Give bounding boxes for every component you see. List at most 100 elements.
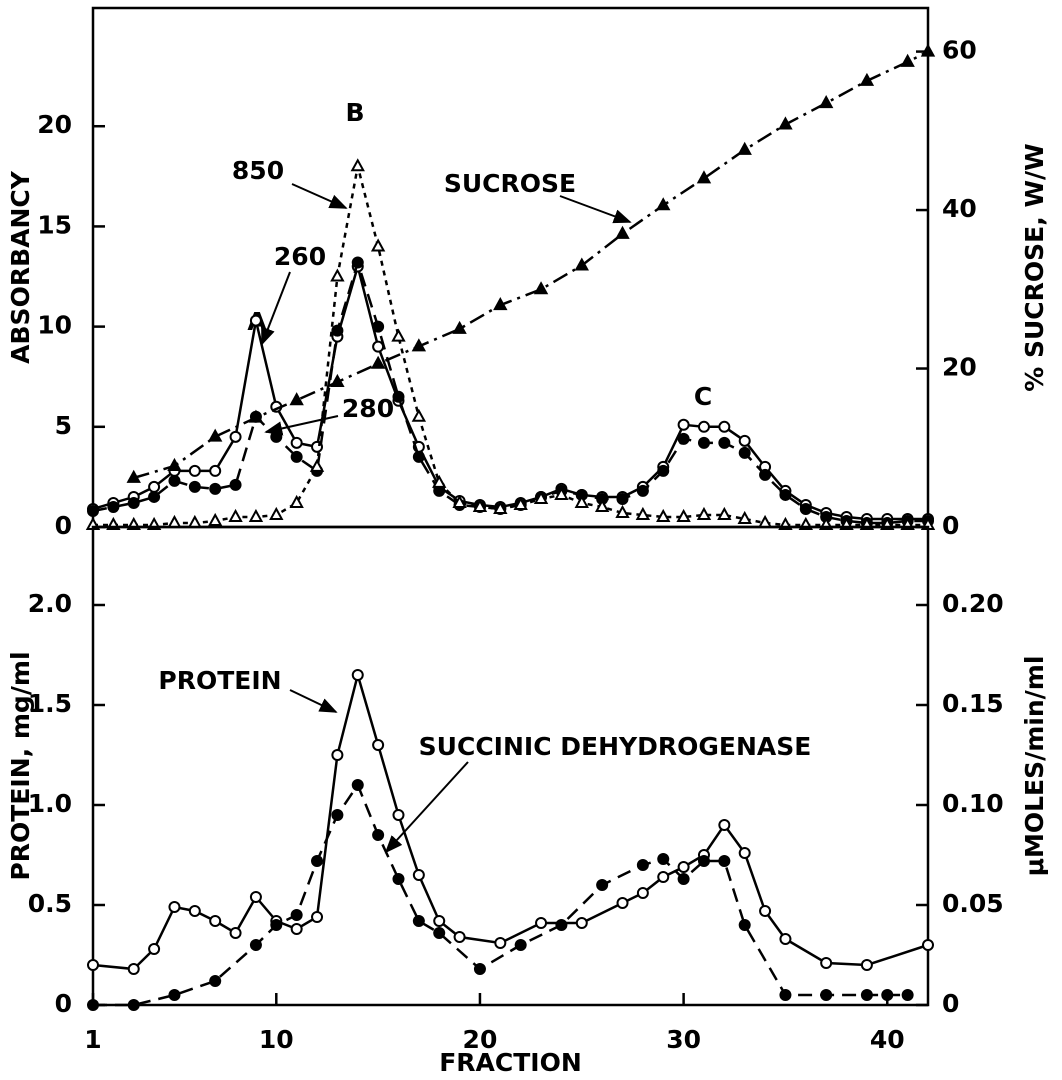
arrow (261, 271, 291, 346)
marker (148, 943, 161, 955)
marker (677, 418, 690, 431)
y-tick-label: 0 (55, 989, 72, 1018)
marker (738, 847, 751, 859)
marker (249, 939, 262, 951)
marker (554, 486, 569, 500)
marker (697, 420, 710, 433)
y2-tick-label: 0.20 (942, 589, 1004, 618)
marker (737, 141, 752, 155)
marker (533, 281, 549, 295)
x-tick-label: 1 (84, 1025, 101, 1054)
y-tick-label: 10 (37, 311, 72, 340)
marker (860, 989, 873, 1001)
marker (290, 923, 303, 935)
marker (411, 338, 427, 352)
marker (779, 933, 792, 945)
marker (513, 496, 528, 510)
marker (575, 917, 588, 929)
marker (615, 504, 630, 518)
marker (922, 939, 934, 951)
marker (208, 512, 223, 526)
marker (696, 170, 712, 184)
marker (820, 957, 833, 969)
marker (372, 739, 385, 751)
y-axis-title: PROTEIN, mg/ml (6, 651, 35, 880)
marker (209, 482, 222, 495)
y2-tick-label: 60 (942, 36, 977, 65)
marker (616, 897, 629, 909)
marker (392, 873, 405, 885)
marker (860, 959, 873, 971)
marker (881, 989, 894, 1001)
y2-tick-label: 40 (942, 194, 977, 223)
marker (350, 158, 365, 172)
marker (697, 855, 710, 867)
marker (635, 506, 651, 520)
marker (594, 498, 610, 512)
marker (331, 809, 344, 821)
arrows (261, 183, 632, 854)
y2-tick-label: 0.15 (942, 689, 1004, 718)
marker (229, 430, 242, 443)
marker (249, 314, 262, 327)
marker (229, 478, 242, 491)
marker (636, 887, 649, 899)
y-tick-label: 0 (55, 511, 72, 540)
marker (657, 853, 670, 865)
marker (656, 508, 671, 522)
marker (370, 238, 386, 252)
series-label: PROTEIN (158, 666, 281, 695)
marker (657, 871, 670, 883)
marker (514, 939, 527, 951)
marker (187, 514, 203, 528)
marker (351, 256, 364, 269)
marker (229, 927, 242, 939)
series-line (133, 50, 929, 480)
plot-frame (91, 525, 930, 1007)
y2-tick-label: 0 (942, 989, 959, 1018)
marker (289, 494, 304, 508)
marker (290, 450, 303, 463)
marker (391, 328, 406, 342)
marker (900, 53, 915, 67)
marker (696, 506, 712, 520)
marker (779, 488, 792, 501)
marker (432, 474, 447, 488)
x-tick-label: 20 (463, 1025, 498, 1054)
y-tick-label: 1.0 (28, 789, 72, 818)
marker (657, 464, 670, 477)
marker (209, 975, 222, 987)
plot-frame (91, 6, 930, 529)
series-label: SUCCINIC DEHYDROGENASE (419, 732, 812, 761)
y-tick-label: 20 (37, 110, 72, 139)
series-line (93, 782, 908, 1007)
marker (493, 297, 508, 311)
marker (351, 779, 364, 791)
marker (412, 450, 425, 463)
y2-tick-label: 20 (942, 353, 977, 382)
y2-tick-label: 0 (942, 511, 959, 540)
marker (127, 963, 140, 975)
marker (412, 915, 425, 927)
marker (168, 989, 181, 1001)
marker (87, 999, 99, 1011)
y-tick-label: 15 (37, 210, 72, 239)
marker (433, 915, 446, 927)
marker (596, 879, 609, 891)
y2-axis-title: % SUCROSE, W/W (1020, 143, 1049, 391)
marker (759, 905, 772, 917)
x-tick-label: 40 (870, 1025, 905, 1054)
marker (392, 390, 405, 403)
marker (717, 506, 732, 520)
marker (920, 43, 936, 57)
marker (148, 490, 161, 503)
marker (107, 500, 120, 513)
marker (209, 464, 222, 477)
marker (248, 508, 264, 522)
marker (757, 514, 773, 528)
marker (126, 469, 141, 483)
marker (738, 446, 751, 459)
marker (636, 484, 649, 497)
marker (209, 915, 222, 927)
